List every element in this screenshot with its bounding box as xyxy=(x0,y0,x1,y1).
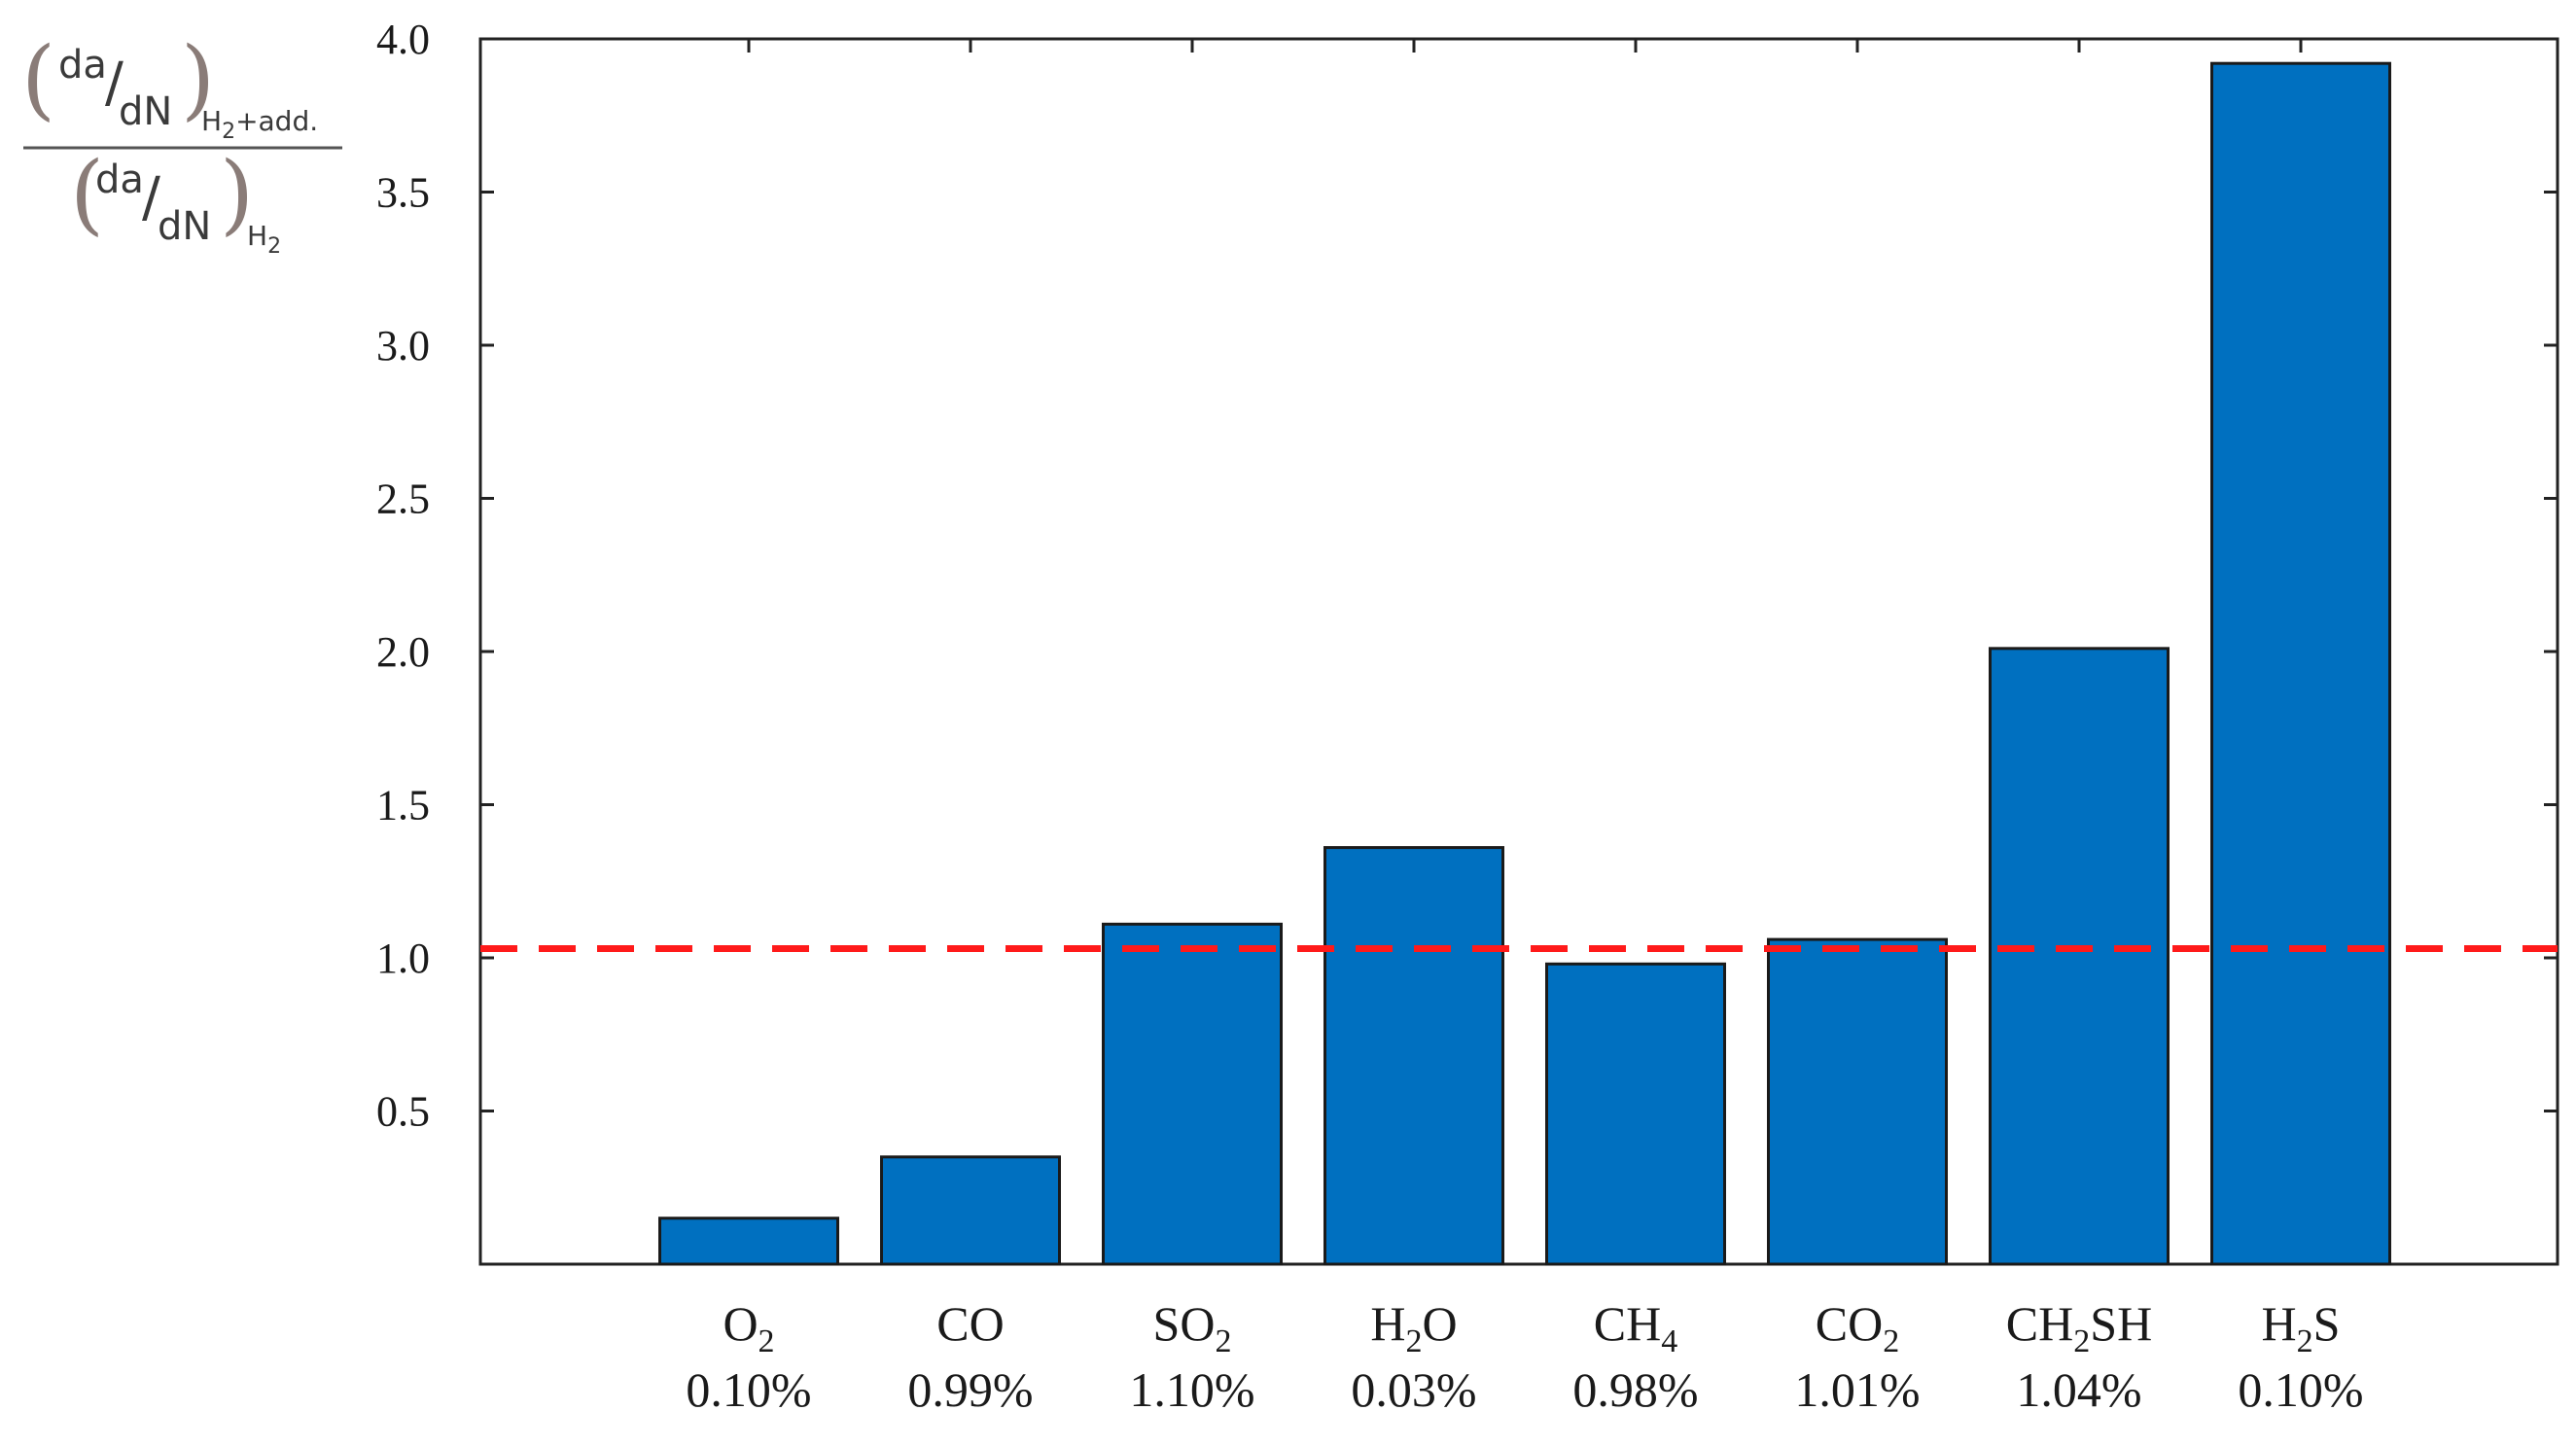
bar xyxy=(880,1155,1061,1266)
x-concentration-label: 1.04% xyxy=(2016,1362,2141,1417)
y-tick-label: 2.5 xyxy=(376,476,430,523)
ylabel-num-sub-index: 2 xyxy=(222,120,235,144)
ylabel-num-close-paren: ) xyxy=(181,28,215,130)
x-concentration-label: 0.99% xyxy=(907,1362,1033,1417)
x-category-label: SO2 xyxy=(1153,1296,1232,1359)
ylabel-den-subscript: H2 xyxy=(247,220,281,259)
x-category-label: H2O xyxy=(1370,1296,1457,1359)
bar xyxy=(1545,962,1726,1266)
ylabel-num-subscript: H2+add. xyxy=(201,105,318,144)
x-category-label: CH4 xyxy=(1594,1296,1677,1359)
x-concentration-label: 1.01% xyxy=(1794,1362,1920,1417)
x-concentration-label: 0.10% xyxy=(2238,1362,2363,1417)
ylabel-den-close-paren: ) xyxy=(220,143,254,245)
ylabel-num-sub-rest: +add. xyxy=(235,105,318,137)
bar xyxy=(1989,647,2170,1266)
y-tick-label: 4.0 xyxy=(376,16,430,63)
y-tick-label: 3.5 xyxy=(376,169,430,217)
y-tick-label: 1.0 xyxy=(376,935,430,982)
y-tick-label: 1.5 xyxy=(376,782,430,829)
y-axis-label: ( da / dN ) H2+add. ( da / dN ) H2 xyxy=(21,28,342,259)
ylabel-den-open-paren: ( xyxy=(70,143,104,245)
ylabel-num-bottom: dN xyxy=(119,89,172,134)
x-category-label: H2S xyxy=(2262,1296,2341,1359)
x-category-label: CO2 xyxy=(1816,1296,1899,1359)
plot-area: 0.51.01.52.02.53.03.54.0O20.10%CO0.99%SO… xyxy=(376,16,2559,1417)
bar xyxy=(1767,937,1948,1266)
ylabel-num-slash: / xyxy=(105,52,124,115)
bar xyxy=(1102,922,1283,1266)
x-concentration-label: 0.98% xyxy=(1572,1362,1698,1417)
x-concentration-label: 0.03% xyxy=(1351,1362,1476,1417)
bar xyxy=(658,1217,839,1266)
y-tick-label: 0.5 xyxy=(376,1088,430,1136)
y-tick-label: 3.0 xyxy=(376,322,430,370)
x-category-label: O2 xyxy=(723,1296,774,1359)
x-category-label: CH2SH xyxy=(2006,1296,2152,1359)
x-concentration-label: 0.10% xyxy=(686,1362,811,1417)
ylabel-num-top: da xyxy=(58,43,107,88)
ylabel-den-bottom: dN xyxy=(158,204,211,249)
ylabel-num-sub-h: H xyxy=(201,105,222,137)
ylabel-den-sub-index: 2 xyxy=(267,234,281,259)
ylabel-den-sub-h: H xyxy=(247,220,267,252)
bar xyxy=(1323,846,1504,1266)
x-concentration-label: 1.10% xyxy=(1129,1362,1254,1417)
ylabel-num-open-paren: ( xyxy=(21,28,55,130)
bar xyxy=(2210,61,2391,1266)
y-tick-label: 2.0 xyxy=(376,628,430,676)
ylabel-den-slash: / xyxy=(142,166,160,229)
x-category-label: CO xyxy=(936,1296,1004,1351)
ylabel-den-top: da xyxy=(95,158,144,202)
